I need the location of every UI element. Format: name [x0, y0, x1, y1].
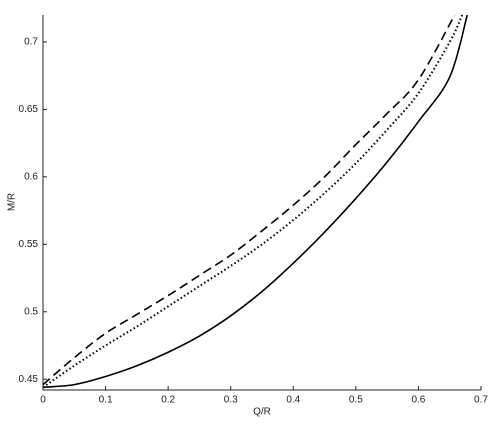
line-series	[42, 14, 469, 389]
x-tick-label: 0.3	[224, 395, 238, 406]
x-tick-label: 0.6	[411, 395, 425, 406]
x-axis-label: Q/R	[253, 407, 271, 418]
line-series	[42, 14, 456, 386]
y-tick-label: 0.65	[19, 104, 39, 115]
x-tick-label: 0	[40, 395, 46, 406]
x-tick-label: 0.4	[286, 395, 300, 406]
x-tick-label: 0.7	[474, 395, 488, 406]
y-tick-label: 0.6	[24, 172, 38, 183]
y-tick-label: 0.45	[19, 374, 39, 385]
x-tick-label: 0.2	[161, 395, 175, 406]
y-tick-label: 0.5	[24, 306, 38, 317]
y-tick-label: 0.55	[19, 239, 39, 250]
y-axis-label: M/R	[7, 193, 18, 211]
x-tick-label: 0.1	[99, 395, 113, 406]
x-tick-label: 0.5	[349, 395, 363, 406]
line-series	[42, 14, 464, 389]
y-tick-label: 0.7	[24, 37, 38, 48]
